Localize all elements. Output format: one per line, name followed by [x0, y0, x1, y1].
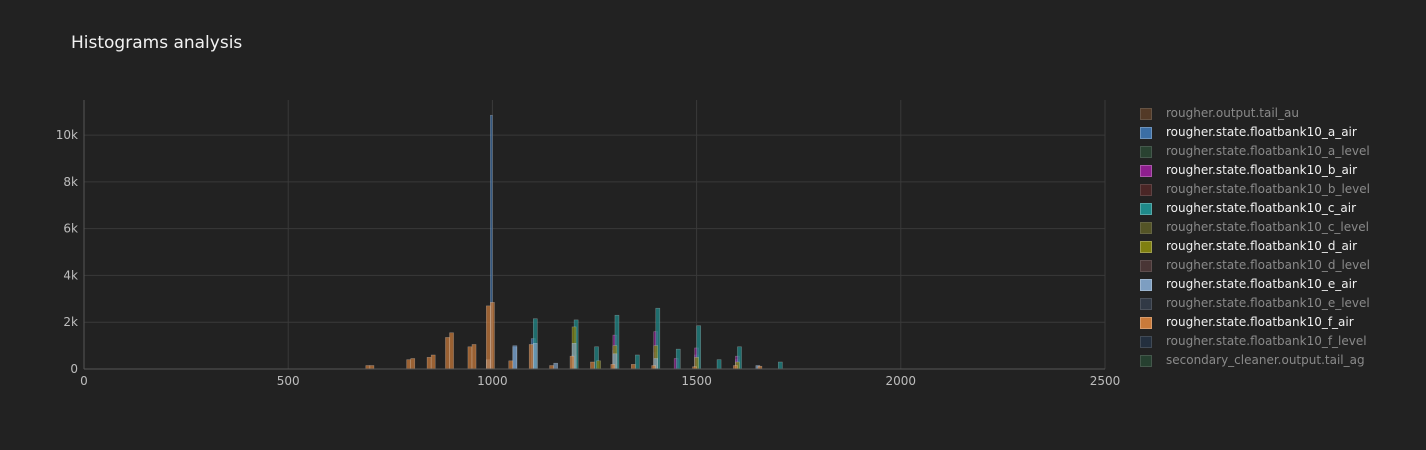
legend-swatch: [1140, 203, 1152, 215]
histogram-bar[interactable]: [426, 357, 432, 370]
y-tick-label: 0: [70, 362, 78, 376]
histogram-bar[interactable]: [778, 361, 783, 370]
legend-label: rougher.state.floatbank10_c_air: [1166, 201, 1357, 215]
legend-swatch: [1140, 298, 1152, 310]
y-tick-label: 2k: [63, 315, 78, 329]
histogram-bar[interactable]: [610, 364, 616, 370]
legend-label: rougher.state.floatbank10_d_level: [1166, 258, 1370, 272]
histogram-bar[interactable]: [716, 359, 722, 370]
histogram-bar[interactable]: [549, 365, 554, 370]
legend-swatch: [1140, 108, 1152, 120]
x-tick-label: 2500: [1090, 374, 1121, 388]
histogram-bar[interactable]: [512, 346, 518, 370]
y-tick-label: 6k: [63, 222, 78, 236]
grid-lines: [84, 100, 1106, 369]
y-tick-label: 4k: [63, 268, 78, 282]
histogram-bar[interactable]: [445, 337, 450, 370]
legend-label: rougher.state.floatbank10_c_level: [1166, 220, 1369, 234]
bars: [365, 114, 783, 370]
legend-label: rougher.state.floatbank10_f_level: [1166, 334, 1367, 348]
histogram-bar[interactable]: [449, 332, 454, 370]
x-tick-label: 1500: [681, 374, 712, 388]
histogram-bar[interactable]: [467, 346, 473, 370]
histogram-bar[interactable]: [596, 360, 601, 370]
histogram-bar[interactable]: [553, 362, 558, 370]
chart-title: Histograms analysis: [71, 33, 243, 53]
legend-swatch: [1140, 355, 1152, 367]
legend-swatch: [1140, 146, 1152, 158]
y-tick-label: 8k: [63, 175, 78, 189]
legend-label: rougher.state.floatbank10_d_air: [1166, 239, 1358, 253]
legend-label: rougher.state.floatbank10_e_level: [1166, 296, 1370, 310]
legend-label: rougher.state.floatbank10_a_air: [1166, 125, 1357, 139]
legend-label: rougher.state.floatbank10_e_air: [1166, 277, 1357, 291]
histogram-bar[interactable]: [508, 360, 514, 370]
histogram-bar[interactable]: [486, 305, 491, 370]
legend-swatch: [1140, 222, 1152, 234]
legend-label: rougher.state.floatbank10_a_level: [1166, 144, 1370, 158]
y-tick-label: 10k: [56, 128, 78, 142]
legend-swatch: [1140, 184, 1152, 196]
legend-label: rougher.state.floatbank10_f_air: [1166, 315, 1354, 329]
x-tick-label: 500: [277, 374, 300, 388]
histogram-bar[interactable]: [631, 364, 636, 370]
histogram-bar[interactable]: [471, 344, 477, 370]
histogram-bar[interactable]: [369, 365, 375, 370]
legend-label: rougher.output.tail_au: [1166, 106, 1299, 120]
histogram-bar[interactable]: [532, 343, 538, 370]
histogram-bar[interactable]: [430, 354, 436, 370]
histogram-bar[interactable]: [365, 365, 371, 370]
x-tick-label: 0: [80, 374, 88, 388]
histogram-bar[interactable]: [528, 344, 534, 370]
histogram-bar[interactable]: [410, 358, 416, 370]
histogram-bar[interactable]: [590, 361, 595, 370]
histogram-bar[interactable]: [733, 365, 738, 370]
legend-swatch: [1140, 279, 1152, 291]
x-tick-label: 2000: [886, 374, 917, 388]
legend-swatch: [1140, 317, 1152, 329]
legend-swatch: [1140, 241, 1152, 253]
histogram-bar[interactable]: [569, 355, 575, 370]
histogram-bar[interactable]: [675, 348, 681, 370]
legend-swatch: [1140, 165, 1152, 177]
axes: 0 2k 4k 6k 8k 10k 0 500 1000 1500 2000 2500: [56, 100, 1120, 388]
legend-swatch: [1140, 127, 1152, 139]
legend-label: rougher.state.floatbank10_b_level: [1166, 182, 1370, 196]
legend-label: secondary_cleaner.output.tail_ag: [1166, 353, 1365, 367]
histogram-bar[interactable]: [651, 365, 657, 370]
histogram-bar[interactable]: [635, 354, 640, 370]
legend-swatch: [1140, 260, 1152, 272]
legend-label: rougher.state.floatbank10_b_air: [1166, 163, 1358, 177]
legend-swatch: [1140, 336, 1152, 348]
histogram-bar[interactable]: [490, 302, 495, 370]
histogram-bar[interactable]: [406, 359, 411, 370]
x-tick-label: 1000: [477, 374, 508, 388]
